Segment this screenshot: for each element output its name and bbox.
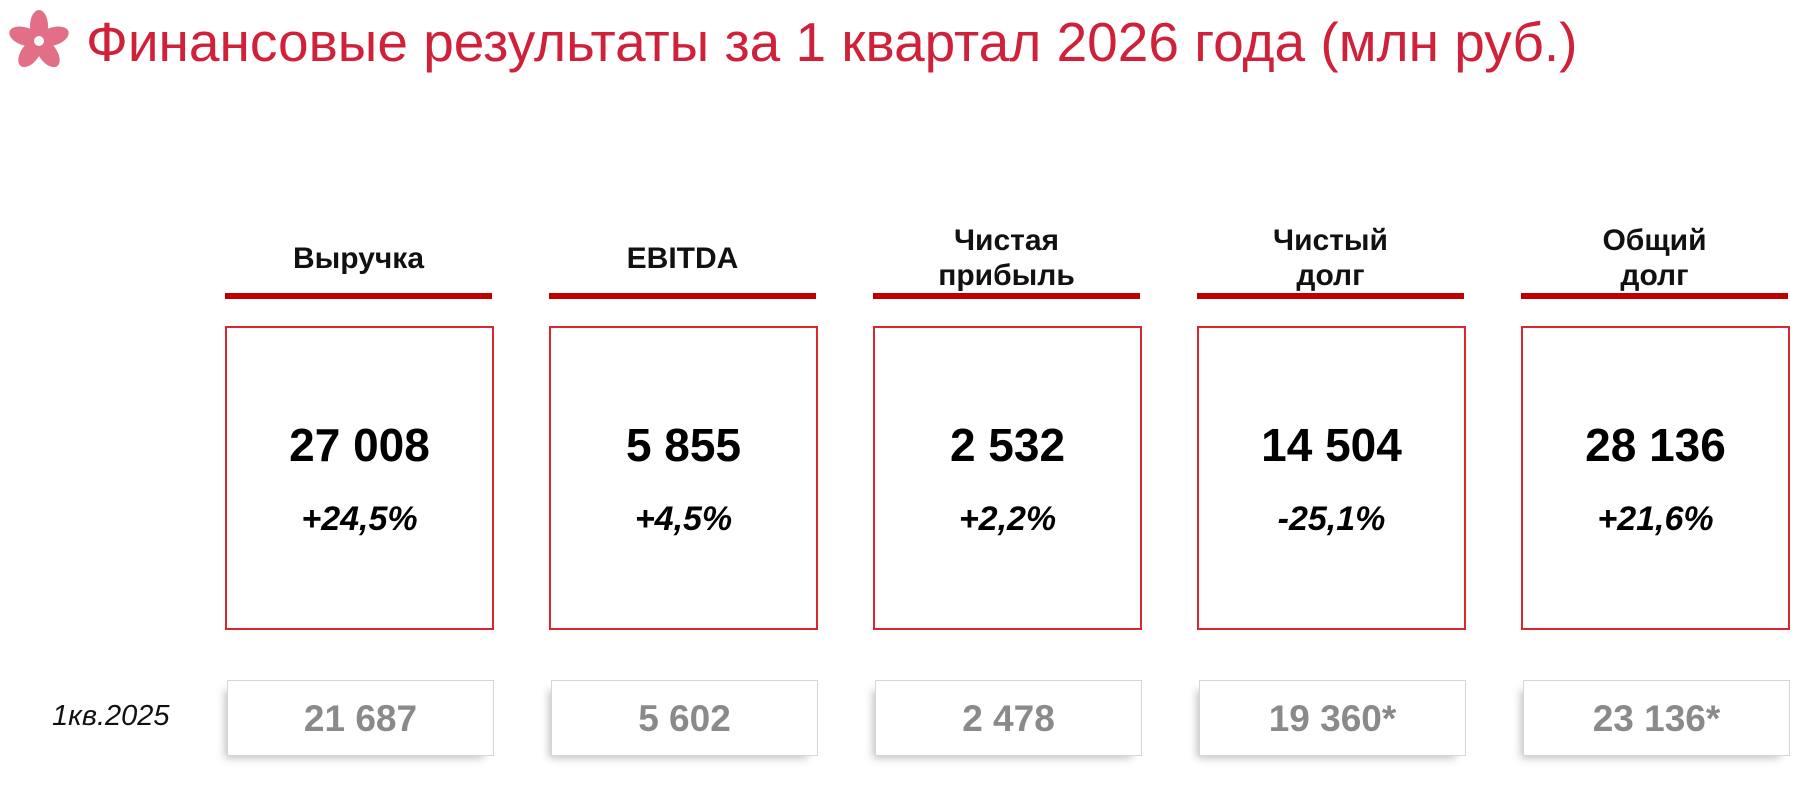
metric-box <box>873 326 1142 630</box>
metric-change: +24,5% <box>301 500 418 538</box>
metric-change: +2,2% <box>958 500 1057 538</box>
metric-box <box>1197 326 1466 630</box>
prior-value: 2 478 <box>875 680 1142 756</box>
header-rule <box>225 293 492 299</box>
metric-label: Чистая <box>953 224 1060 257</box>
title: Финансовые результаты за 1 квартал 2026 … <box>86 11 1578 73</box>
metric-label: Общий <box>1602 224 1707 257</box>
metric-label: прибыль <box>938 259 1075 292</box>
metric-box <box>549 326 818 630</box>
metric-label: Чистый <box>1273 224 1388 257</box>
metric-label: долг <box>1620 259 1689 292</box>
metric-change: +21,6% <box>1597 500 1714 538</box>
metric-box <box>1521 326 1790 630</box>
metric-change: -25,1% <box>1277 500 1386 538</box>
metric-value: 27 008 <box>289 419 430 471</box>
prior-value: 23 136* <box>1523 680 1790 756</box>
metric-label: Выручка <box>292 241 424 275</box>
metric-value: 28 136 <box>1585 419 1726 471</box>
metric-label: EBITDA <box>626 241 739 275</box>
logo <box>9 10 69 68</box>
comparison-label: 1кв.2025 <box>52 700 170 732</box>
metric-label: долг <box>1296 259 1365 292</box>
prior-value: 5 602 <box>551 680 818 756</box>
header-rule <box>873 293 1140 299</box>
metric-value: 2 532 <box>949 419 1066 471</box>
metric-box <box>225 326 494 630</box>
metric-change: +4,5% <box>634 500 733 538</box>
header-rule <box>549 293 816 299</box>
prior-value: 19 360* <box>1199 680 1466 756</box>
metric-value: 14 504 <box>1261 419 1402 471</box>
header-rule <box>1197 293 1464 299</box>
metric-value: 5 855 <box>625 419 742 471</box>
header-rule <box>1521 293 1788 299</box>
prior-value: 21 687 <box>227 680 494 756</box>
